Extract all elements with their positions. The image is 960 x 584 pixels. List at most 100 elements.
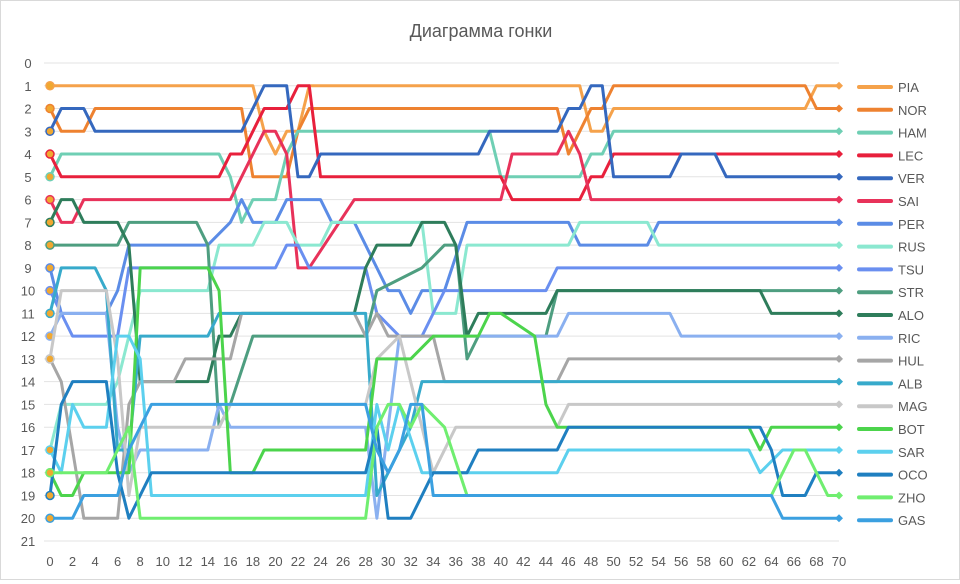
legend-label-pia: PIA bbox=[898, 80, 919, 95]
x-tick-label: 66 bbox=[787, 554, 801, 569]
legend-label-bot: BOT bbox=[898, 422, 925, 437]
series-line-ric bbox=[48, 311, 839, 520]
x-tick-label: 26 bbox=[336, 554, 350, 569]
legend-label-lec: LEC bbox=[898, 148, 923, 163]
y-tick-label: 6 bbox=[24, 193, 31, 208]
x-tick-label: 12 bbox=[178, 554, 192, 569]
end-marker-zho bbox=[835, 491, 843, 500]
series-line-alb bbox=[48, 266, 839, 497]
start-marker-oco bbox=[45, 490, 55, 501]
x-tick-label: 40 bbox=[494, 554, 508, 569]
x-tick-label: 48 bbox=[584, 554, 598, 569]
end-marker-ric bbox=[835, 332, 843, 341]
x-tick-label: 0 bbox=[46, 554, 53, 569]
series-line-oco bbox=[48, 380, 839, 520]
end-marker-alo bbox=[835, 309, 843, 318]
start-marker-str bbox=[45, 240, 55, 250]
start-marker-tsu bbox=[45, 285, 55, 296]
y-tick-label: 3 bbox=[24, 124, 31, 139]
x-tick-label: 70 bbox=[832, 554, 846, 569]
series-line-hul bbox=[48, 311, 839, 520]
x-tick-label: 34 bbox=[426, 554, 440, 569]
legend-label-sai: SAI bbox=[898, 194, 919, 209]
end-marker-nor bbox=[835, 104, 843, 113]
series-line-mag bbox=[48, 289, 839, 497]
series-lines bbox=[45, 81, 843, 523]
series-line-per bbox=[48, 198, 839, 315]
start-marker-lec bbox=[45, 149, 55, 159]
end-marker-tsu bbox=[835, 263, 843, 272]
start-marker-pia bbox=[45, 81, 55, 91]
y-tick-label: 14 bbox=[21, 375, 35, 390]
end-marker-gas bbox=[835, 514, 843, 523]
y-tick-label: 13 bbox=[21, 352, 35, 367]
y-tick-label: 12 bbox=[21, 329, 35, 344]
end-marker-str bbox=[835, 286, 843, 295]
legend-label-hul: HUL bbox=[898, 354, 924, 369]
x-tick-label: 8 bbox=[137, 554, 144, 569]
y-tick-label: 5 bbox=[24, 170, 31, 185]
legend-label-oco: OCO bbox=[898, 468, 928, 483]
legend-label-alb: ALB bbox=[898, 376, 923, 391]
end-marker-oco bbox=[835, 468, 843, 477]
legend-label-str: STR bbox=[898, 285, 924, 300]
x-tick-label: 24 bbox=[313, 554, 327, 569]
legend-label-nor: NOR bbox=[898, 103, 927, 118]
y-tick-label: 15 bbox=[21, 397, 35, 412]
x-axis-ticks: 0 2 4 6 8 10 12 14 16 18 20 22 24 26 28 30 32 34 36 38 40 42 4… bbox=[46, 554, 846, 569]
x-tick-label: 30 bbox=[381, 554, 395, 569]
x-tick-label: 6 bbox=[114, 554, 121, 569]
start-marker-nor bbox=[45, 103, 55, 114]
x-tick-label: 46 bbox=[561, 554, 575, 569]
y-tick-label: 0 bbox=[24, 56, 31, 71]
legend-label-tsu: TSU bbox=[898, 262, 924, 277]
series-line-rus bbox=[48, 220, 839, 451]
start-marker-sar bbox=[45, 445, 55, 455]
chart-title: Диаграмма гонки bbox=[410, 21, 553, 41]
y-tick-label: 4 bbox=[24, 147, 31, 162]
end-marker-per bbox=[835, 218, 843, 227]
x-tick-label: 54 bbox=[651, 554, 665, 569]
legend-label-ric: RIC bbox=[898, 331, 920, 346]
series-line-sai bbox=[48, 129, 839, 270]
legend-label-ham: HAM bbox=[898, 126, 927, 141]
x-tick-label: 44 bbox=[539, 554, 553, 569]
legend-label-ver: VER bbox=[898, 171, 925, 186]
end-marker-ver bbox=[835, 172, 843, 181]
y-tick-label: 8 bbox=[24, 238, 31, 253]
y-tick-label: 9 bbox=[24, 261, 31, 276]
series-line-ver bbox=[48, 84, 839, 179]
x-tick-label: 16 bbox=[223, 554, 237, 569]
y-tick-label: 11 bbox=[21, 306, 35, 321]
start-marker-per bbox=[45, 263, 55, 273]
y-tick-label: 19 bbox=[21, 488, 35, 503]
legend-label-gas: GAS bbox=[898, 513, 926, 528]
legend-label-mag: MAG bbox=[898, 399, 928, 414]
x-tick-label: 56 bbox=[674, 554, 688, 569]
x-tick-label: 38 bbox=[471, 554, 485, 569]
start-marker-alb bbox=[45, 308, 55, 319]
y-tick-label: 18 bbox=[21, 466, 35, 481]
end-marker-hul bbox=[835, 354, 843, 363]
x-tick-label: 2 bbox=[69, 554, 76, 569]
x-tick-label: 4 bbox=[91, 554, 98, 569]
legend-label-alo: ALO bbox=[898, 308, 924, 323]
start-marker-sai bbox=[45, 194, 55, 205]
start-marker-gas bbox=[45, 513, 55, 523]
y-tick-label: 10 bbox=[21, 284, 35, 299]
legend-label-zho: ZHO bbox=[898, 490, 925, 505]
series-line-zho bbox=[50, 402, 839, 520]
end-marker-sai bbox=[835, 195, 843, 204]
x-tick-label: 22 bbox=[291, 554, 305, 569]
x-tick-label: 64 bbox=[764, 554, 778, 569]
x-tick-label: 32 bbox=[403, 554, 417, 569]
end-marker-ham bbox=[835, 127, 843, 136]
y-tick-label: 17 bbox=[21, 443, 35, 458]
series-line-nor bbox=[48, 84, 839, 179]
series-line-lec bbox=[48, 84, 839, 202]
legend-label-per: PER bbox=[898, 217, 925, 232]
x-tick-label: 42 bbox=[516, 554, 530, 569]
end-marker-alb bbox=[835, 377, 843, 386]
